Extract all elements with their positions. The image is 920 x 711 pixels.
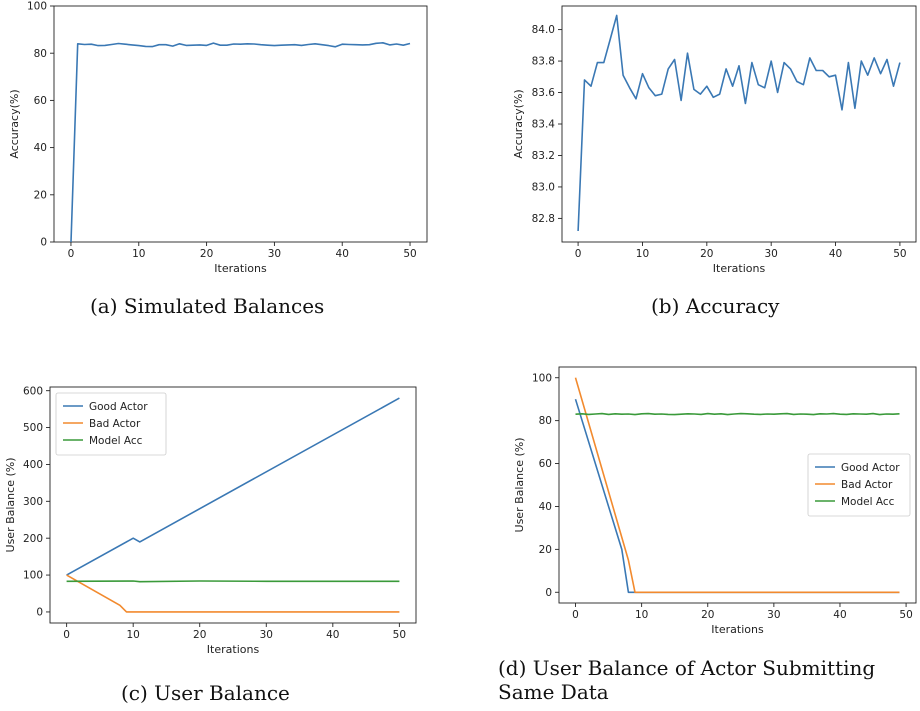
y-axis-label: Accuracy(%)	[512, 89, 525, 158]
plot-frame	[53, 5, 428, 243]
x-tick-label: 40	[326, 629, 339, 641]
good-actor-line	[66, 397, 400, 576]
x-tick-label: 50	[899, 609, 912, 621]
series-1-line	[70, 41, 411, 243]
chart-d: 0 10 20 30 40 50 0 20 40 60 80 100 Iterations User Ba…	[513, 366, 917, 636]
bad-actor-line	[66, 574, 400, 613]
caption-a: (a) Simulated Balances	[90, 294, 325, 318]
x-tick-label: 20	[700, 248, 713, 260]
legend: Good Actor Bad Actor Model Acc	[55, 392, 167, 456]
x-tick-label: 10	[635, 609, 648, 621]
plot-frame	[558, 366, 917, 604]
x-tick-label: 30	[767, 609, 780, 621]
legend: Good Actor Bad Actor Model Acc	[807, 453, 911, 517]
x-tick-label: 0	[63, 629, 70, 641]
y-tick-label: 100	[27, 1, 47, 13]
chart-a: 0 10 20 30 40 50 0 20 40 60 80 100 Iterations Accurac…	[8, 1, 428, 275]
x-tick-label: 40	[829, 248, 842, 260]
y-tick-label: 20	[539, 544, 552, 556]
plot-frame	[561, 5, 917, 243]
x-tick-label: 10	[126, 629, 139, 641]
y-tick-label: 100	[23, 570, 43, 582]
y-tick-label: 100	[532, 372, 552, 384]
y-tick-label: 83.0	[532, 182, 555, 194]
x-axis-label: Iterations	[711, 623, 764, 636]
x-tick-label: 20	[701, 609, 714, 621]
x-axis-label: Iterations	[713, 262, 766, 275]
x-axis-label: Iterations	[214, 262, 267, 275]
y-tick-label: 80	[539, 415, 552, 427]
y-tick-label: 300	[23, 496, 43, 508]
caption-b: (b) Accuracy	[651, 294, 780, 318]
series-1-line	[577, 14, 901, 232]
legend-label: Bad Actor	[841, 479, 893, 491]
legend-label: Bad Actor	[89, 418, 141, 430]
model-acc-line	[575, 412, 900, 416]
y-tick-label: 0	[40, 237, 47, 249]
caption-c: (c) User Balance	[121, 681, 290, 705]
y-tick-label: 600	[23, 385, 43, 397]
y-tick-label: 40	[34, 142, 47, 154]
y-tick-label: 60	[34, 95, 47, 107]
y-tick-label: 0	[545, 587, 552, 599]
chart-b: 0 10 20 30 40 50 82.8 83.0 83.2 83.4 83.6 83.8 84.0 I…	[512, 5, 917, 275]
y-axis-label: Accuracy(%)	[8, 89, 21, 158]
y-tick-label: 500	[23, 422, 43, 434]
y-tick-label: 84.0	[532, 24, 555, 36]
bad-actor-line	[574, 377, 900, 594]
x-tick-label: 40	[833, 609, 846, 621]
legend-label: Good Actor	[89, 401, 148, 413]
x-tick-label: 30	[260, 629, 273, 641]
x-tick-label: 20	[200, 248, 213, 260]
y-tick-label: 60	[539, 458, 552, 470]
x-tick-label: 30	[268, 248, 281, 260]
x-tick-label: 50	[893, 248, 906, 260]
x-tick-label: 50	[393, 629, 406, 641]
x-tick-label: 10	[132, 248, 145, 260]
legend-frame	[55, 392, 167, 456]
x-tick-label: 10	[636, 248, 649, 260]
legend-label: Model Acc	[89, 435, 143, 447]
y-tick-label: 83.8	[532, 56, 555, 68]
model-acc-line	[66, 580, 400, 583]
x-tick-label: 0	[575, 248, 582, 260]
x-tick-label: 0	[68, 248, 75, 260]
y-tick-label: 0	[36, 607, 43, 619]
y-tick-label: 200	[23, 533, 43, 545]
x-tick-label: 40	[336, 248, 349, 260]
y-tick-label: 83.2	[532, 150, 555, 162]
caption-d: (d) User Balance of Actor Submitting Sam…	[498, 656, 876, 704]
y-tick-label: 83.6	[532, 87, 556, 99]
legend-label: Model Acc	[841, 496, 895, 508]
x-tick-label: 50	[403, 248, 416, 260]
y-tick-label: 80	[34, 48, 47, 60]
y-axis-label: User Balance (%)	[513, 438, 526, 533]
legend-label: Good Actor	[841, 462, 900, 474]
chart-c: 0 10 20 30 40 500100200300400500600Iterations…	[4, 385, 417, 656]
y-tick-label: 400	[23, 459, 43, 471]
plot-frame	[49, 386, 417, 624]
x-tick-label: 30	[764, 248, 777, 260]
y-tick-label: 82.8	[532, 213, 555, 225]
x-tick-label: 0	[572, 609, 579, 621]
x-axis-label: Iterations	[207, 643, 260, 656]
y-tick-label: 40	[539, 501, 552, 513]
y-tick-label: 20	[34, 189, 47, 201]
y-tick-label: 83.4	[532, 119, 556, 131]
x-tick-label: 20	[193, 629, 206, 641]
y-axis-label: User Balance (%)	[4, 458, 17, 553]
